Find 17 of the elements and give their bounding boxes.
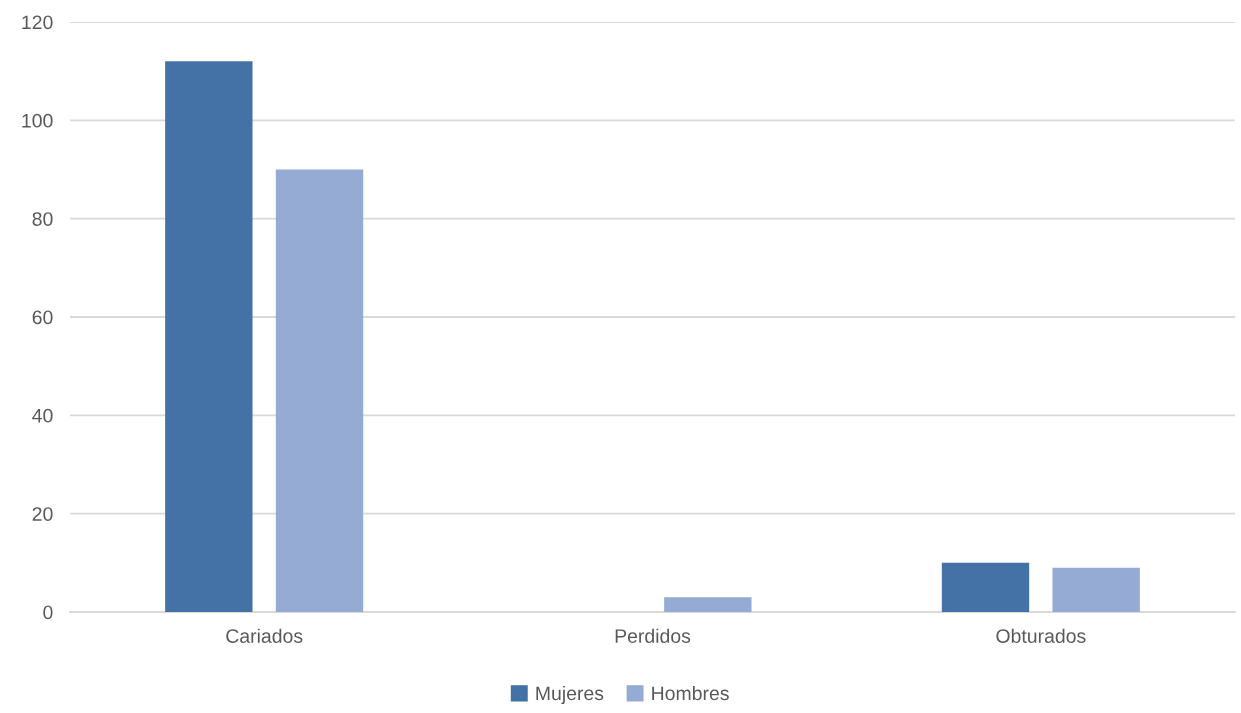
x-tick-label: Obturados — [996, 628, 1086, 643]
bar — [275, 169, 364, 612]
bar — [165, 61, 253, 612]
bar — [1052, 567, 1140, 612]
y-tick-label: 120 — [22, 15, 53, 30]
x-tick-label: Cariados — [226, 628, 303, 643]
bar — [664, 597, 752, 612]
y-tick-label: 60 — [32, 310, 53, 325]
y-tick-label: 80 — [32, 212, 53, 226]
y-tick-label: 0 — [43, 605, 53, 620]
y-tick-label: 20 — [32, 507, 53, 521]
x-tick-label: Perdidos — [615, 628, 691, 643]
legend-label: Hombres — [652, 685, 729, 701]
y-tick-label: 40 — [32, 408, 53, 423]
legend-label: Mujeres — [536, 685, 604, 705]
bar — [941, 562, 1030, 612]
y-tick-label: 100 — [22, 113, 53, 128]
